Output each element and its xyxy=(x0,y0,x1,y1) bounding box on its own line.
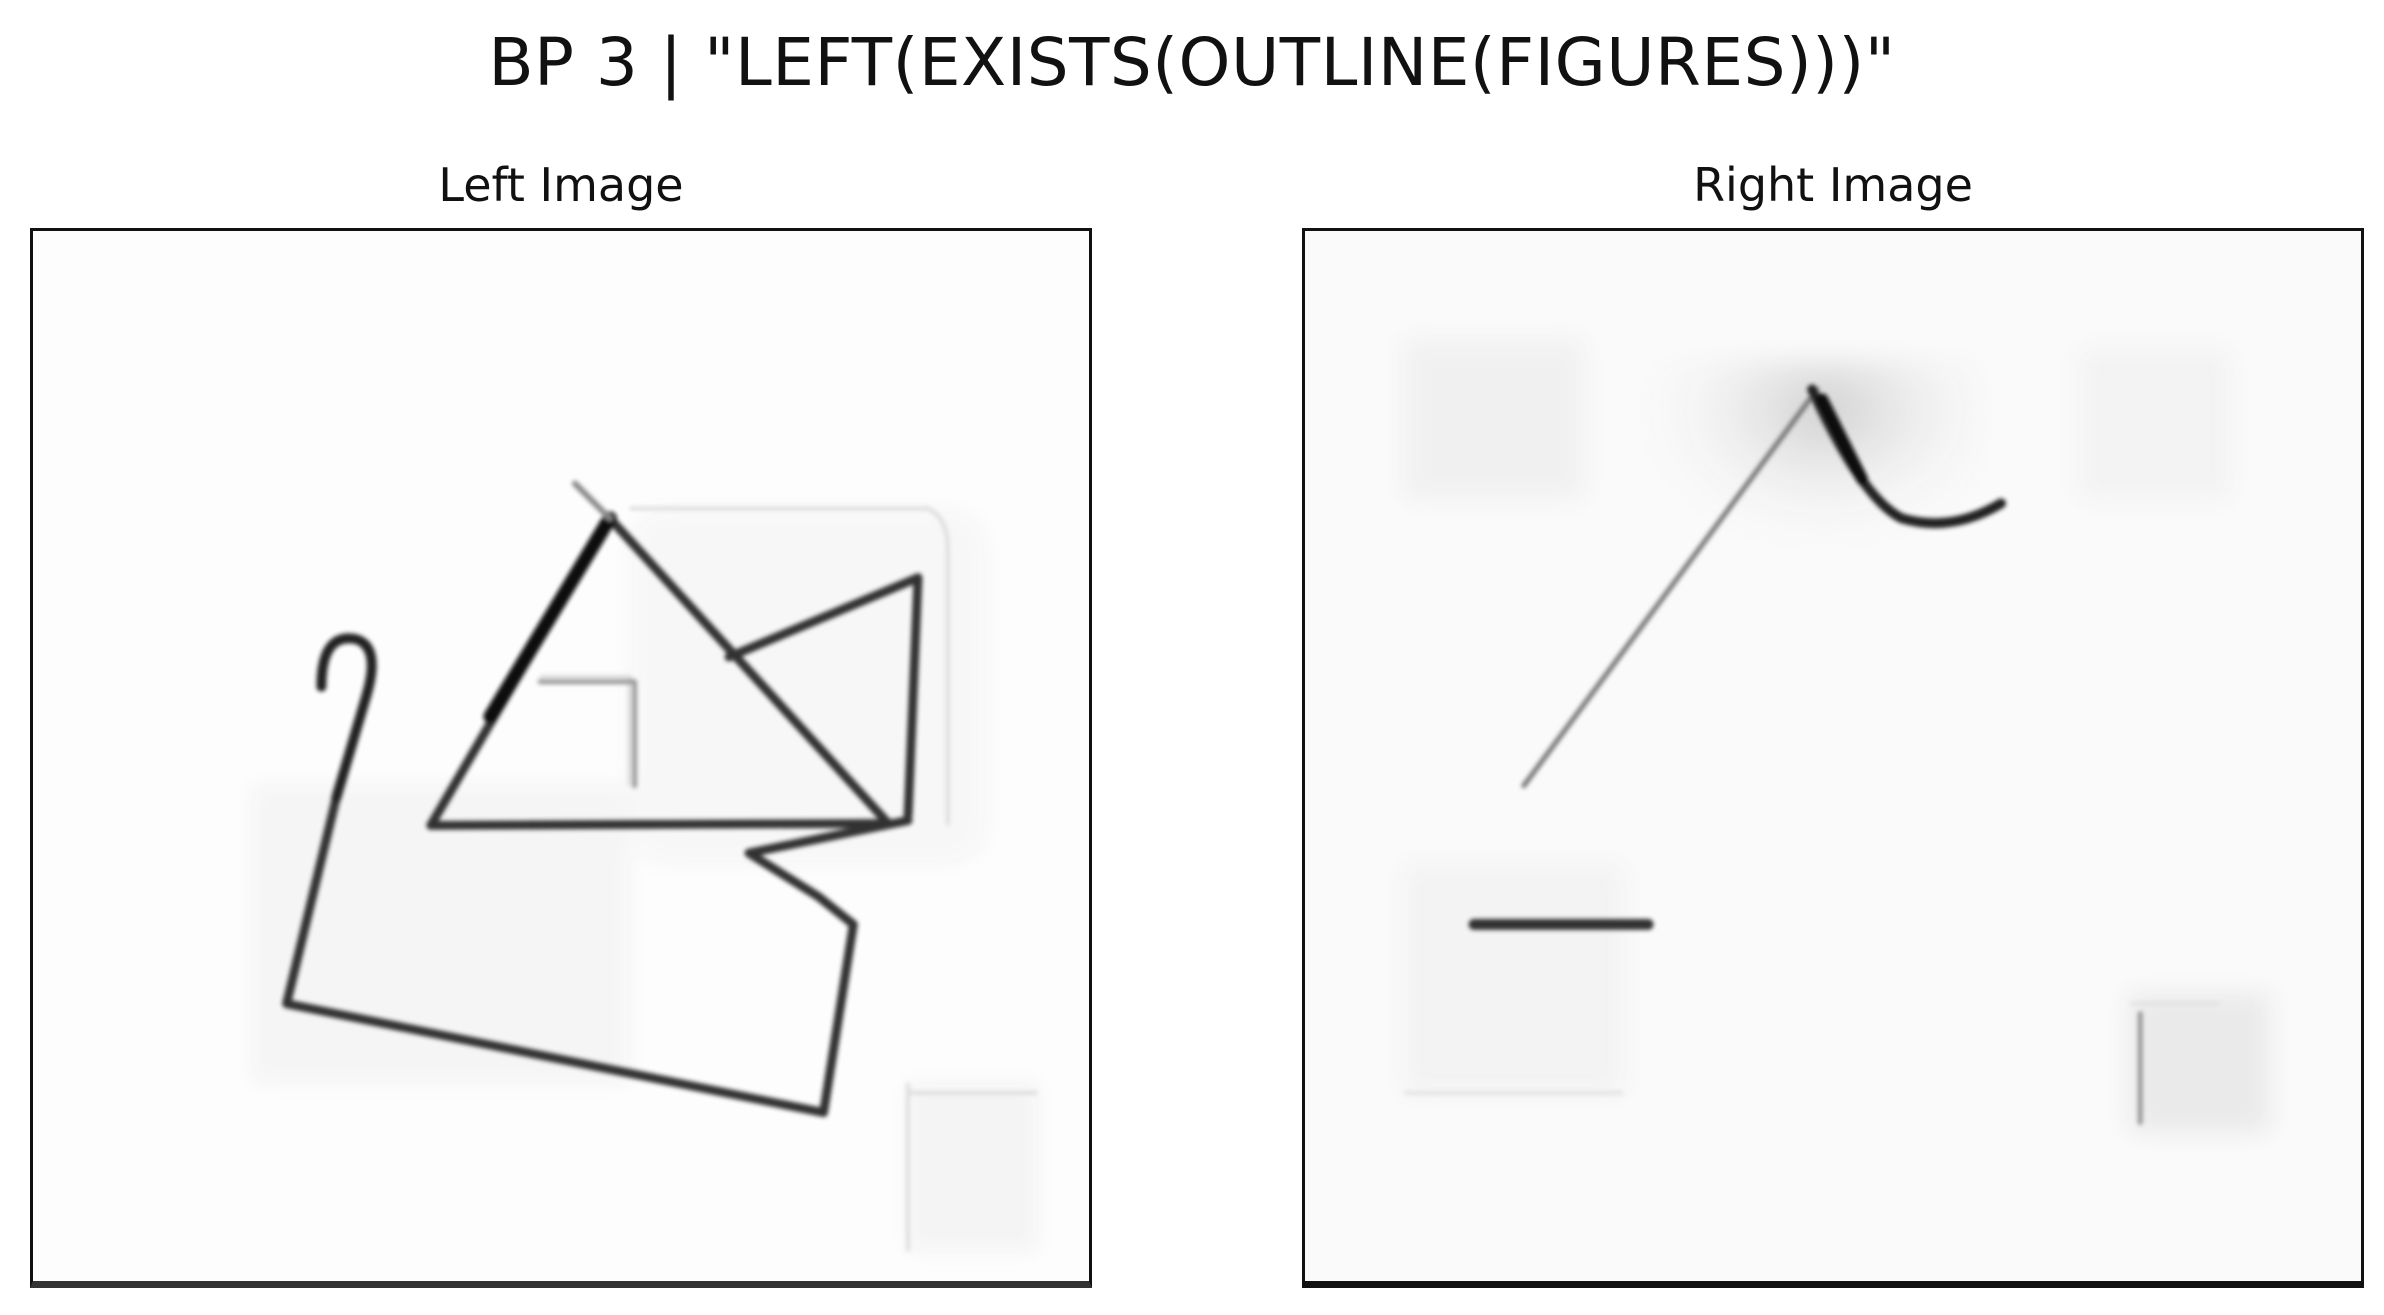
left-notched-polygon xyxy=(282,793,913,1118)
left-inner-square xyxy=(537,679,638,789)
figure-title: BP 3 | "LEFT(EXISTS(OUTLINE(FIGURES)))" xyxy=(488,24,1896,101)
right-diagonal-line xyxy=(1521,387,1820,789)
left-image-canvas xyxy=(33,231,1089,1281)
right-open-figures xyxy=(1468,384,2143,1125)
right-image-canvas xyxy=(1305,231,2361,1281)
right-image-panel xyxy=(1302,228,2364,1288)
right-panel-title: Right Image xyxy=(1693,158,1973,212)
left-ghost-shapes xyxy=(251,508,1038,1252)
left-image-panel xyxy=(30,228,1092,1288)
left-flag-outline xyxy=(724,573,923,820)
left-ghost-outlines xyxy=(540,506,1038,1252)
left-hook xyxy=(316,633,377,803)
left-outline-figures xyxy=(282,480,923,1118)
right-ghost-outlines xyxy=(1404,1001,2220,1095)
left-panel-title: Left Image xyxy=(438,158,684,212)
